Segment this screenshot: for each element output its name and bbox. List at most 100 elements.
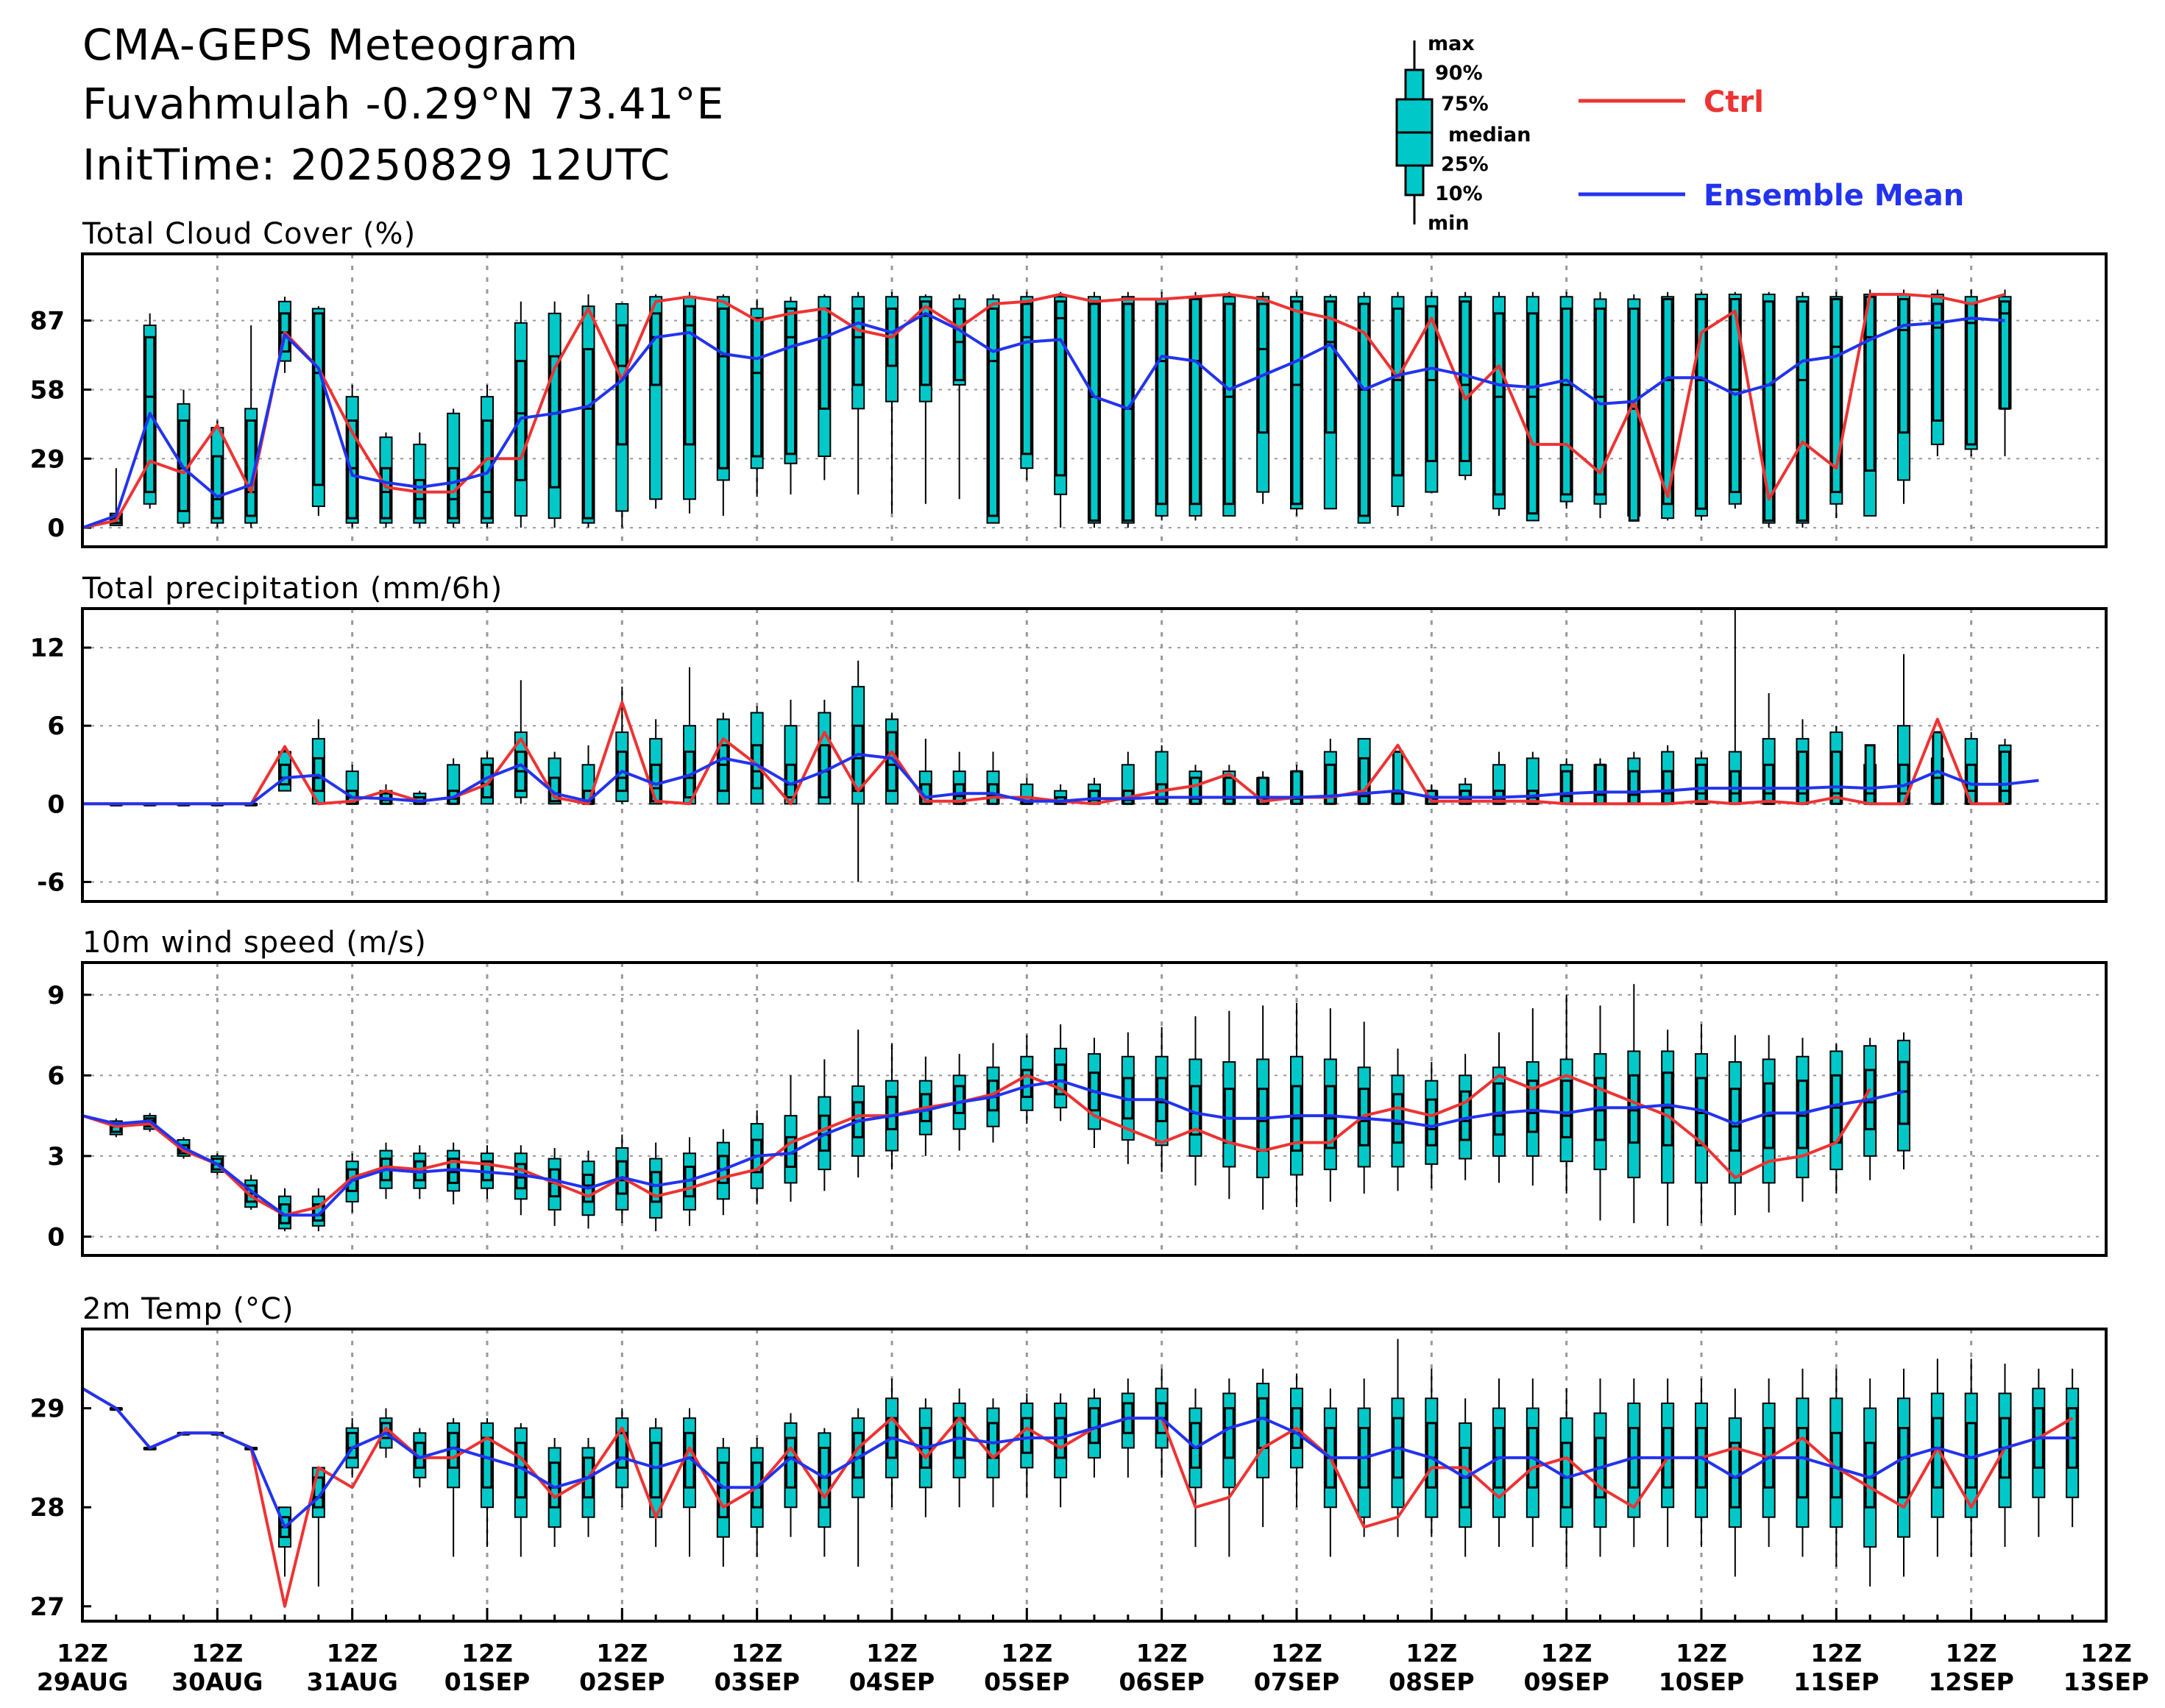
box-25-75 (1662, 770, 1673, 805)
ens-box (447, 1418, 461, 1557)
box-25-75 (1527, 1080, 1539, 1133)
box-25-75 (1223, 776, 1235, 805)
box-25-75 (1932, 731, 1943, 805)
ens-box (649, 1418, 663, 1548)
ens-box (716, 1438, 730, 1567)
x-tick-label-hour: 12Z (1406, 1639, 1457, 1668)
ens-box (1728, 291, 1742, 509)
x-tick-label-date: 08SEP (1389, 1668, 1474, 1696)
ens-box (818, 294, 832, 481)
legend-box-label: min (1428, 212, 1470, 235)
box-25-75 (1190, 297, 1201, 506)
ens-box (986, 294, 1000, 524)
ens-box (548, 1147, 561, 1226)
ensemble-mean-line (82, 753, 2039, 806)
y-tick-label: 3 (47, 1142, 65, 1172)
x-tick-label-date: 04SEP (849, 1668, 935, 1696)
ens-box (1897, 1032, 1910, 1170)
ens-box (1526, 1008, 1539, 1186)
y-tick-label: 0 (47, 1222, 65, 1252)
ens-box (1829, 1043, 1843, 1194)
ens-box (885, 1043, 899, 1170)
legend-ctrl-label: Ctrl (1704, 85, 1764, 119)
box-25-75 (1898, 1427, 1910, 1499)
chart-title: CMA-GEPS Meteogram (82, 20, 579, 70)
ens-box (784, 297, 798, 495)
ens-box (1796, 1368, 1810, 1557)
box-25-75 (1797, 300, 1808, 522)
ens-box (784, 699, 798, 805)
x-axis: 12Z29AUG12Z30AUG12Z31AUG12Z01SEP12Z02SEP… (37, 1608, 2149, 1696)
ens-box (1930, 731, 1944, 805)
panel-4: 2m Temp (°C) 27 28 29 (30, 1292, 2108, 1623)
ens-box (885, 291, 899, 514)
ens-box (1425, 1368, 1439, 1537)
x-tick-label-hour: 12Z (1810, 1639, 1862, 1668)
box-25-75 (1358, 302, 1370, 517)
box-25-75 (1156, 302, 1168, 506)
ens-box (683, 667, 696, 805)
ens-box (1054, 291, 1068, 528)
ens-box (2066, 1368, 2080, 1528)
x-tick-label-date: 29AUG (37, 1668, 128, 1696)
ens-box (1391, 751, 1405, 805)
ens-box (514, 680, 528, 804)
ens-box (1627, 1378, 1641, 1548)
x-tick-label-date: 30AUG (171, 1668, 263, 1696)
box-25-75 (1425, 305, 1437, 463)
box-25-75 (650, 1442, 662, 1499)
ens-box (952, 751, 966, 805)
ens-box (1964, 289, 1978, 457)
ens-box (1661, 745, 1675, 805)
ens-box (1188, 1016, 1202, 1186)
box-25-75 (785, 1436, 796, 1489)
box-25-75 (650, 312, 662, 386)
box-25-75 (1864, 744, 1876, 805)
ens-box (1897, 1368, 1910, 1577)
x-tick-label-hour: 12Z (1946, 1639, 1997, 1668)
box-25-75 (1122, 302, 1134, 522)
ens-box (1998, 289, 2012, 457)
ens-box (514, 1422, 528, 1557)
ens-box (581, 1438, 595, 1537)
box-25-75 (954, 1085, 965, 1114)
ens-box (1188, 291, 1202, 521)
ens-box (143, 313, 157, 509)
init-time-label: InitTime: 20250829 12UTC (82, 140, 671, 190)
box-25-75 (1999, 300, 2010, 410)
box-25-75 (1595, 763, 1606, 805)
y-tick-label: 6 (47, 712, 65, 741)
y-tick-label: 27 (30, 1592, 65, 1622)
x-tick-label-date: 02SEP (579, 1668, 665, 1696)
ens-box (784, 1075, 798, 1202)
ens-box (311, 306, 325, 516)
box-25-75 (1729, 1088, 1741, 1152)
ens-box (1020, 1393, 1034, 1498)
x-tick-label-date: 10SEP (1659, 1668, 1744, 1696)
box-25-75 (1291, 300, 1303, 506)
ens-box (716, 294, 730, 516)
ens-box (649, 294, 663, 509)
panel-frame (81, 961, 2108, 1257)
location-label: Fuvahmulah -0.29°N 73.41°E (82, 79, 725, 129)
box-25-75 (380, 467, 391, 520)
box-25-75 (1763, 300, 1775, 522)
y-tick-label: 9 (47, 981, 65, 1010)
ens-box (1188, 1388, 1202, 1548)
x-tick-label-date: 03SEP (714, 1668, 799, 1696)
box-25-75 (1797, 1427, 1808, 1499)
ens-box (1796, 291, 1810, 528)
ens-box (1290, 1002, 1303, 1208)
legend-box-label: median (1448, 124, 1531, 146)
y-tick-label: 29 (30, 1395, 65, 1424)
box-25-75 (785, 307, 796, 456)
box-25-75 (1695, 763, 1707, 805)
ens-box (2032, 1368, 2046, 1537)
ens-box (1290, 291, 1303, 516)
ens-box (1829, 726, 1843, 805)
ens-box (1695, 1378, 1708, 1548)
box-25-75 (313, 312, 325, 486)
x-tick-label-hour: 12Z (191, 1639, 243, 1668)
ens-box (1323, 294, 1337, 510)
box-25-75 (1864, 295, 1876, 472)
